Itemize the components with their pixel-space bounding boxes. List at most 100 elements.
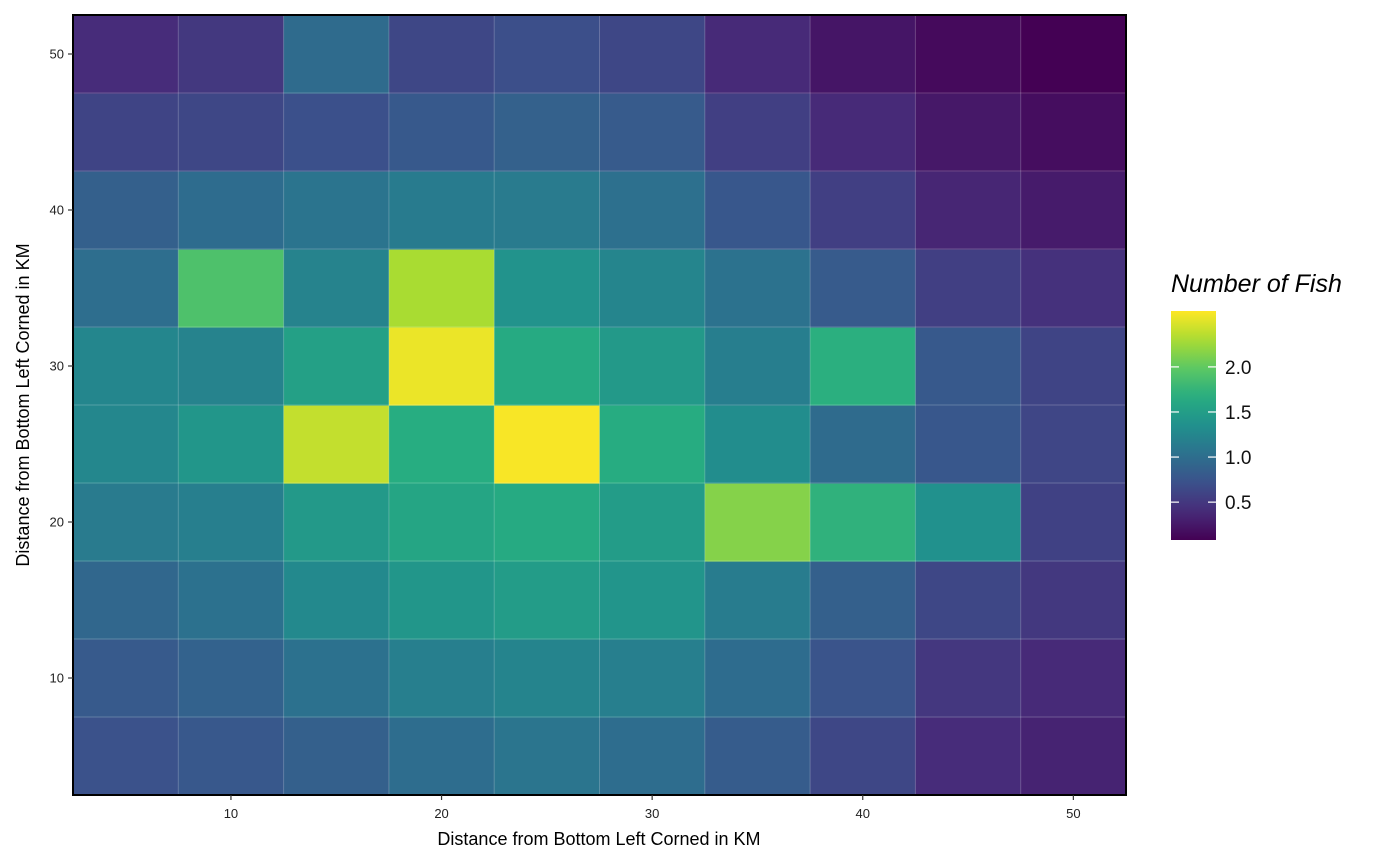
heatmap-tile: [73, 717, 179, 796]
heatmap-tile: [494, 561, 601, 640]
heatmap-tile: [915, 15, 1022, 94]
heatmap-tile: [704, 171, 811, 250]
heatmap-tile: [915, 561, 1022, 640]
heatmap-tile: [704, 93, 811, 172]
heatmap-tile: [810, 561, 916, 640]
heatmap-tile: [599, 639, 706, 718]
heatmap-tile: [1020, 15, 1127, 94]
y-axis: 10 20 30 40 50: [50, 47, 73, 686]
heatmap-tile: [810, 15, 916, 94]
heatmap-tile: [494, 93, 601, 172]
heatmap-tile: [599, 249, 706, 328]
legend-label: 1.0: [1225, 448, 1251, 469]
heatmap-tile: [810, 639, 916, 718]
heatmap-tile: [810, 93, 916, 172]
heatmap-tile: [810, 483, 916, 562]
heatmap-tile: [494, 639, 601, 718]
heatmap-tile: [73, 249, 179, 328]
heatmap-tile: [388, 483, 495, 562]
heatmap-tile: [388, 249, 495, 328]
heatmap-tile: [915, 93, 1022, 172]
heatmap-tile: [178, 561, 285, 640]
y-tick-label: 30: [50, 359, 64, 374]
heatmap-tile: [73, 327, 179, 406]
x-tick-label: 20: [434, 806, 448, 821]
heatmap-tile: [283, 171, 390, 250]
x-tick-label: 30: [645, 806, 659, 821]
heatmap-tile: [704, 405, 811, 484]
heatmap-tile: [704, 327, 811, 406]
heatmap-tile: [915, 327, 1022, 406]
heatmap-tile: [915, 483, 1022, 562]
heatmap-tile: [283, 483, 390, 562]
heatmap-tile: [494, 717, 601, 796]
heatmap-tile: [704, 483, 811, 562]
heatmap-tile: [599, 327, 706, 406]
heatmap-tile: [283, 15, 390, 94]
heatmap-tile: [73, 93, 179, 172]
heatmap-tile: [810, 717, 916, 796]
y-tick-label: 40: [50, 203, 64, 218]
heatmap-tile: [283, 93, 390, 172]
heatmap-tile: [915, 639, 1022, 718]
heatmap-tile: [915, 405, 1022, 484]
legend: Number of Fish 0.5 1.0 1.5 2.0: [1171, 270, 1342, 540]
heatmap-tile: [494, 405, 601, 484]
x-axis-title: Distance from Bottom Left Corned in KM: [437, 829, 760, 849]
legend-ticks: 0.5 1.0 1.5 2.0: [1171, 358, 1251, 514]
heatmap-tile: [388, 639, 495, 718]
heatmap-tile: [704, 639, 811, 718]
heatmap-tile: [1020, 405, 1127, 484]
heatmap-tile: [599, 15, 706, 94]
legend-label: 0.5: [1225, 493, 1251, 514]
heatmap-tile: [283, 717, 390, 796]
y-tick-label: 50: [50, 47, 64, 62]
heatmap-tile: [388, 405, 495, 484]
heatmap-tile: [494, 327, 601, 406]
heatmap-tile: [283, 327, 390, 406]
heatmap-tile: [1020, 327, 1127, 406]
heatmap-tile: [388, 327, 495, 406]
heatmap-tile: [178, 15, 285, 94]
legend-title: Number of Fish: [1171, 270, 1342, 298]
heatmap-tile: [73, 405, 179, 484]
heatmap-tile: [599, 483, 706, 562]
legend-label: 2.0: [1225, 358, 1251, 379]
heatmap-tile: [1020, 249, 1127, 328]
heatmap-tile: [810, 405, 916, 484]
y-tick-label: 20: [50, 515, 64, 530]
heatmap-tile: [73, 561, 179, 640]
heatmap-tile: [178, 717, 285, 796]
heatmap-tile: [388, 93, 495, 172]
heatmap-tile: [599, 717, 706, 796]
heatmap-tile: [178, 171, 285, 250]
heatmap-tile: [1020, 93, 1127, 172]
heatmap-tile: [1020, 561, 1127, 640]
heatmap-tile: [1020, 717, 1127, 796]
heatmap-tile: [283, 249, 390, 328]
heatmap-tile: [1020, 483, 1127, 562]
heatmap-tile: [599, 405, 706, 484]
heatmap-tile: [178, 249, 285, 328]
heatmap-tile: [599, 93, 706, 172]
heatmap-tile: [73, 171, 179, 250]
heatmap-tile: [388, 15, 495, 94]
heatmap-tile: [494, 249, 601, 328]
heatmap-tile: [1020, 639, 1127, 718]
heatmap-tile: [283, 639, 390, 718]
heatmap-tile: [178, 483, 285, 562]
heatmap-tile: [283, 561, 390, 640]
x-axis: 10 20 30 40 50: [224, 795, 1081, 821]
heatmap-tile: [73, 639, 179, 718]
grid-lines: [73, 15, 1126, 795]
legend-label: 1.5: [1225, 403, 1251, 424]
heatmap-tile: [178, 93, 285, 172]
heatmap-tile: [704, 561, 811, 640]
heatmap-tile: [704, 249, 811, 328]
y-axis-title: Distance from Bottom Left Corned in KM: [13, 243, 33, 566]
heatmap-tile: [915, 249, 1022, 328]
heatmap-tile: [73, 483, 179, 562]
heatmap-tile: [388, 717, 495, 796]
heatmap-tile: [704, 717, 811, 796]
